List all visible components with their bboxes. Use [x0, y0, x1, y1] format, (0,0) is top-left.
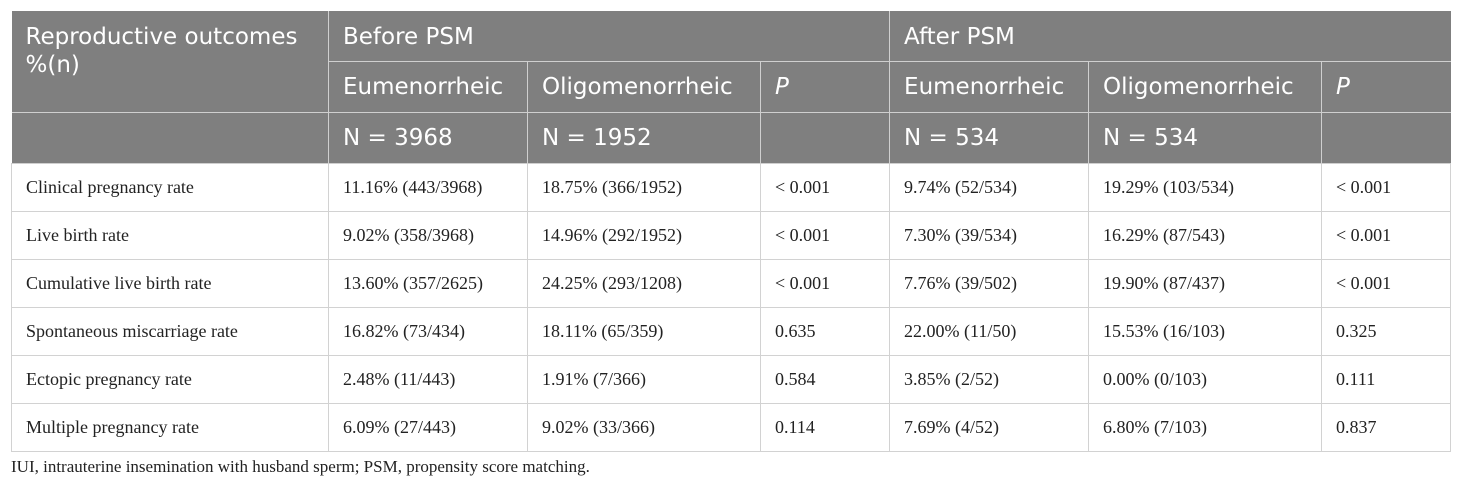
- table-cell: < 0.001: [760, 163, 891, 212]
- table-cell: < 0.001: [1321, 163, 1452, 212]
- table-cell: 16.82% (73/434): [328, 307, 528, 356]
- sub-header-p: P: [760, 61, 891, 113]
- table-cell: 2.48% (11/443): [328, 355, 528, 404]
- table-cell: 13.60% (357/2625): [328, 259, 528, 308]
- n-header: N = 1952: [527, 112, 761, 164]
- table-cell: 9.74% (52/534): [889, 163, 1090, 212]
- table-cell: < 0.001: [1321, 259, 1452, 308]
- table-cell: 0.114: [760, 403, 891, 452]
- row-label: Live birth rate: [11, 211, 329, 260]
- table-body: Clinical pregnancy rate 11.16% (443/3968…: [11, 163, 1452, 452]
- sub-header: Eumenorrheic: [889, 61, 1090, 113]
- table-cell: < 0.001: [760, 211, 891, 260]
- n-header: [1321, 112, 1451, 164]
- table-row: Spontaneous miscarriage rate 16.82% (73/…: [11, 307, 1452, 356]
- sub-header-p: P: [1321, 61, 1451, 113]
- table-cell: < 0.001: [1321, 211, 1452, 260]
- table-cell: 6.09% (27/443): [328, 403, 528, 452]
- table-row: Cumulative live birth rate 13.60% (357/2…: [11, 259, 1452, 308]
- table-cell: 11.16% (443/3968): [328, 163, 528, 212]
- n-header: N = 534: [1088, 112, 1323, 164]
- table-cell: 9.02% (33/366): [527, 403, 761, 452]
- row-label: Clinical pregnancy rate: [11, 163, 329, 212]
- table-cell: 22.00% (11/50): [889, 307, 1090, 356]
- table-cell: 7.30% (39/534): [889, 211, 1090, 260]
- table-cell: 1.91% (7/366): [527, 355, 761, 404]
- table-cell: 16.29% (87/543): [1088, 211, 1323, 260]
- table-cell: 0.635: [760, 307, 891, 356]
- table-cell: 24.25% (293/1208): [527, 259, 761, 308]
- n-header: N = 3968: [328, 112, 528, 164]
- table-row: Ectopic pregnancy rate 2.48% (11/443) 1.…: [11, 355, 1452, 404]
- table-footnote: IUI, intrauterine insemination with husb…: [11, 457, 590, 476]
- table-cell: 18.75% (366/1952): [527, 163, 761, 212]
- sub-header: Eumenorrheic: [328, 61, 528, 113]
- table-cell: 7.69% (4/52): [889, 403, 1090, 452]
- sub-header: Oligomenorrheic: [1088, 61, 1323, 113]
- table-cell: 0.837: [1321, 403, 1452, 452]
- table-row: Multiple pregnancy rate 6.09% (27/443) 9…: [11, 403, 1452, 452]
- reproductive-outcomes-table: Reproductive outcomes %(n) Before PSM Af…: [11, 11, 1452, 452]
- row-label: Multiple pregnancy rate: [11, 403, 329, 452]
- row-label: Spontaneous miscarriage rate: [11, 307, 329, 356]
- table-cell: 9.02% (358/3968): [328, 211, 528, 260]
- table-row: Live birth rate 9.02% (358/3968) 14.96% …: [11, 211, 1452, 260]
- n-header-empty: [11, 112, 329, 164]
- outcomes-table-container: Reproductive outcomes %(n) Before PSM Af…: [11, 11, 1452, 452]
- table-cell: 18.11% (65/359): [527, 307, 761, 356]
- table-cell: 19.90% (87/437): [1088, 259, 1323, 308]
- table-cell: < 0.001: [760, 259, 891, 308]
- table-cell: 0.584: [760, 355, 891, 404]
- table-cell: 0.111: [1321, 355, 1452, 404]
- table-row: Clinical pregnancy rate 11.16% (443/3968…: [11, 163, 1452, 212]
- table-cell: 0.325: [1321, 307, 1452, 356]
- row-label: Cumulative live birth rate: [11, 259, 329, 308]
- before-psm-header: Before PSM: [328, 11, 891, 62]
- table-header: Reproductive outcomes %(n) Before PSM Af…: [11, 11, 1451, 164]
- table-cell: 6.80% (7/103): [1088, 403, 1323, 452]
- table-cell: 14.96% (292/1952): [527, 211, 761, 260]
- table-cell: 0.00% (0/103): [1088, 355, 1323, 404]
- after-psm-header: After PSM: [889, 11, 1451, 62]
- n-header: N = 534: [889, 112, 1090, 164]
- row-label: Ectopic pregnancy rate: [11, 355, 329, 404]
- table-cell: 3.85% (2/52): [889, 355, 1090, 404]
- sub-header: Oligomenorrheic: [527, 61, 761, 113]
- table-cell: 19.29% (103/534): [1088, 163, 1323, 212]
- table-cell: 7.76% (39/502): [889, 259, 1090, 308]
- table-cell: 15.53% (16/103): [1088, 307, 1323, 356]
- n-header: [760, 112, 891, 164]
- row-label-header: Reproductive outcomes %(n): [11, 11, 329, 113]
